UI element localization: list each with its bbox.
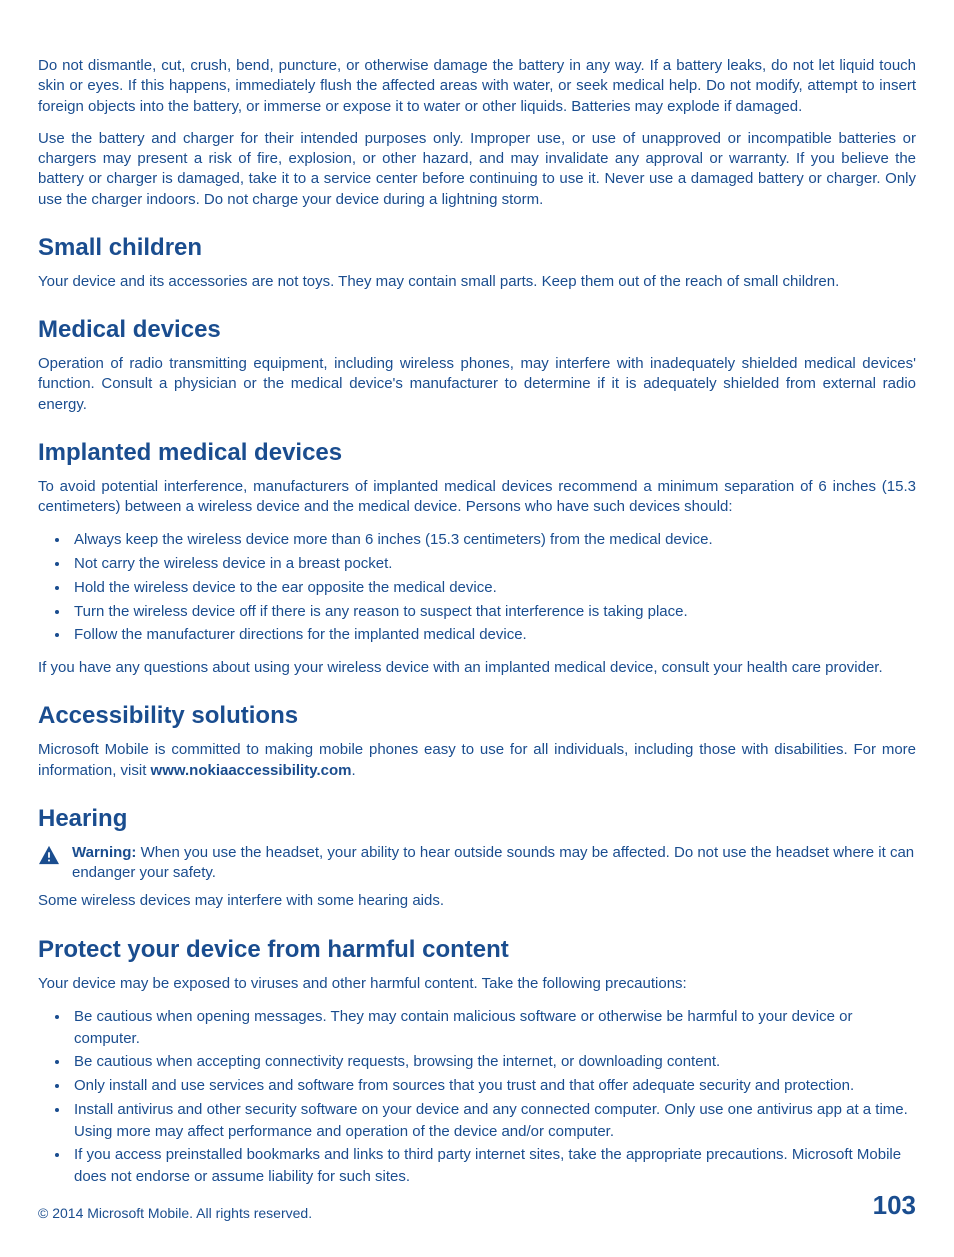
warning-block: Warning: When you use the headset, your … <box>38 843 916 884</box>
section-heading-protect: Protect your device from harmful content <box>38 936 916 964</box>
body-paragraph: Do not dismantle, cut, crush, bend, punc… <box>38 56 916 117</box>
list-item: Be cautious when accepting connectivity … <box>70 1051 916 1073</box>
body-paragraph: Your device and its accessories are not … <box>38 272 916 292</box>
bullet-list-protect: Be cautious when opening messages. They … <box>38 1006 916 1188</box>
section-heading-hearing: Hearing <box>38 805 916 833</box>
section-heading-small-children: Small children <box>38 234 916 262</box>
body-paragraph: Microsoft Mobile is committed to making … <box>38 740 916 781</box>
page-footer: © 2014 Microsoft Mobile. All rights rese… <box>38 1190 916 1221</box>
list-item: Only install and use services and softwa… <box>70 1075 916 1097</box>
body-paragraph: Operation of radio transmitting equipmen… <box>38 354 916 415</box>
section-heading-implanted: Implanted medical devices <box>38 439 916 467</box>
list-item: If you access preinstalled bookmarks and… <box>70 1144 916 1188</box>
section-heading-medical-devices: Medical devices <box>38 316 916 344</box>
list-item: Always keep the wireless device more tha… <box>70 529 916 551</box>
body-paragraph: Use the battery and charger for their in… <box>38 129 916 210</box>
copyright-text: © 2014 Microsoft Mobile. All rights rese… <box>38 1205 312 1221</box>
list-item: Not carry the wireless device in a breas… <box>70 553 916 575</box>
body-paragraph: If you have any questions about using yo… <box>38 658 916 678</box>
body-paragraph: Some wireless devices may interfere with… <box>38 891 916 911</box>
list-item: Hold the wireless device to the ear oppo… <box>70 577 916 599</box>
warning-label: Warning: <box>72 844 136 861</box>
list-item: Follow the manufacturer directions for t… <box>70 624 916 646</box>
body-paragraph: To avoid potential interference, manufac… <box>38 477 916 518</box>
warning-body: When you use the headset, your ability t… <box>72 844 914 881</box>
section-heading-accessibility: Accessibility solutions <box>38 702 916 730</box>
list-item: Turn the wireless device off if there is… <box>70 601 916 623</box>
document-page: Do not dismantle, cut, crush, bend, punc… <box>0 0 954 1257</box>
warning-icon <box>38 845 60 865</box>
warning-text: Warning: When you use the headset, your … <box>72 843 916 884</box>
accessibility-link: www.nokiaaccessibility.com <box>151 762 352 779</box>
list-item: Be cautious when opening messages. They … <box>70 1006 916 1050</box>
page-number: 103 <box>873 1190 916 1221</box>
list-item: Install antivirus and other security sof… <box>70 1099 916 1143</box>
text-run: . <box>351 762 355 779</box>
body-paragraph: Your device may be exposed to viruses an… <box>38 974 916 994</box>
bullet-list-implanted: Always keep the wireless device more tha… <box>38 529 916 646</box>
